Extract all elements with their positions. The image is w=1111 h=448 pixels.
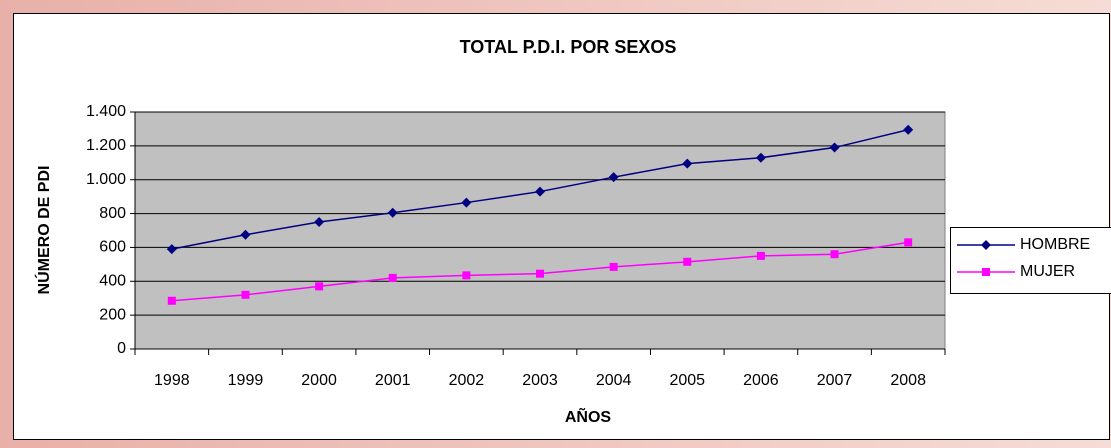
data-point <box>682 158 693 169</box>
x-tick-label: 2008 <box>890 372 926 389</box>
legend-label: HOMBRE <box>1020 236 1090 253</box>
y-tick-label: 600 <box>99 239 126 256</box>
x-tick-label: 1998 <box>154 372 190 389</box>
data-point <box>388 273 397 282</box>
y-tick-label: 1.400 <box>86 103 126 120</box>
data-point <box>462 271 471 280</box>
x-tick-label: 2007 <box>817 372 853 389</box>
data-point <box>608 172 619 183</box>
y-tick-label: 1.000 <box>86 171 126 188</box>
x-tick-label: 2000 <box>301 372 337 389</box>
data-point <box>755 152 766 163</box>
data-point <box>240 229 251 240</box>
x-tick-label: 2005 <box>669 372 705 389</box>
data-point <box>609 262 618 271</box>
data-point <box>829 142 840 153</box>
data-point <box>830 250 839 259</box>
x-tick-label: 1999 <box>228 372 264 389</box>
data-point <box>756 251 765 260</box>
chart-title: TOTAL P.D.I. POR SEXOS <box>460 37 677 57</box>
y-axis-title: NÚMERO DE PDI <box>34 166 53 295</box>
x-tick-label: 2003 <box>522 372 558 389</box>
plot-area <box>134 111 946 350</box>
x-tick-label: 2002 <box>449 372 485 389</box>
x-tick-label: 2006 <box>743 372 779 389</box>
data-point <box>387 207 398 218</box>
data-point <box>683 257 692 266</box>
y-tick-label: 1.200 <box>86 137 126 154</box>
x-axis-title: AÑOS <box>565 406 612 426</box>
x-tick-label: 2004 <box>596 372 632 389</box>
data-point <box>536 269 544 278</box>
legend-marker <box>982 268 990 276</box>
data-point <box>903 124 914 135</box>
data-point <box>167 296 176 305</box>
y-tick-label: 400 <box>99 273 126 290</box>
data-point <box>461 197 472 208</box>
data-point <box>315 282 324 291</box>
data-point <box>314 217 325 228</box>
x-tick-label: 2001 <box>375 372 411 389</box>
y-tick-label: 0 <box>117 340 126 357</box>
data-point <box>241 290 250 299</box>
data-point <box>904 238 913 247</box>
legend <box>950 227 1111 294</box>
y-tick-label: 200 <box>99 306 126 323</box>
y-tick-label: 800 <box>99 205 126 222</box>
data-point <box>535 186 545 197</box>
legend-label: MUJER <box>1020 263 1075 280</box>
legend-marker <box>981 240 991 250</box>
data-point <box>166 244 177 255</box>
